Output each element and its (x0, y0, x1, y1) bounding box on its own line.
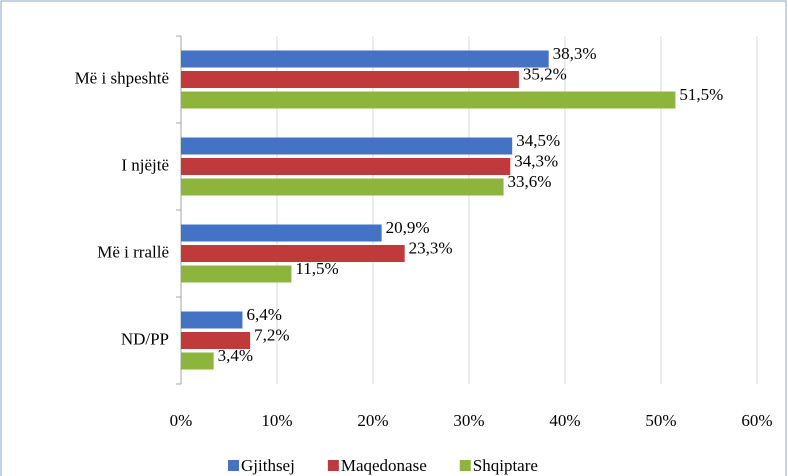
legend-label: Gjithsej (241, 456, 295, 475)
legend-label: Maqedonase (341, 456, 427, 475)
x-tick-label: 30% (453, 411, 484, 430)
y-tick-label: I njëjtë (121, 155, 169, 174)
x-tick-label: 20% (357, 411, 388, 430)
value-label: 35,2% (523, 64, 567, 83)
legend-label: Shqiptare (473, 456, 538, 475)
bar (181, 158, 511, 175)
bar (181, 178, 504, 196)
bar (181, 71, 519, 88)
value-label: 34,5% (516, 131, 560, 150)
value-label: 23,3% (409, 238, 453, 257)
x-tick-label: 10% (261, 411, 292, 430)
bar (181, 50, 549, 68)
y-tick-label: ND/PP (121, 329, 169, 348)
y-tick-label: Më i rrallë (97, 242, 169, 261)
bar (181, 137, 513, 155)
value-label: 11,5% (295, 259, 338, 278)
value-label: 33,6% (508, 172, 552, 191)
bar (181, 311, 243, 329)
value-label: 51,5% (679, 85, 723, 104)
bar (181, 265, 292, 283)
legend-swatch (327, 460, 339, 471)
x-tick-label: 40% (549, 411, 580, 430)
y-tick-label: Më i shpeshtë (75, 68, 169, 87)
value-label: 3,4% (218, 346, 253, 365)
value-label: 6,4% (246, 305, 281, 324)
legend-swatch (228, 460, 239, 471)
bar (181, 332, 251, 349)
bar (181, 224, 382, 242)
x-tick-label: 50% (645, 411, 676, 430)
value-label: 20,9% (386, 218, 430, 237)
bar (181, 352, 214, 370)
bar (181, 245, 405, 262)
value-label: 34,3% (514, 151, 558, 170)
x-tick-label: 0% (170, 411, 193, 430)
value-label: 38,3% (553, 44, 597, 63)
legend-swatch (459, 460, 471, 471)
x-tick-label: 60% (741, 411, 772, 430)
value-label: 7,2% (254, 325, 289, 344)
bar (181, 91, 676, 109)
